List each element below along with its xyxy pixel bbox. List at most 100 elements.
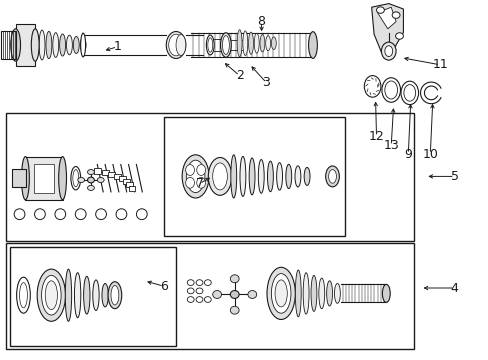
Ellipse shape (11, 29, 20, 61)
Ellipse shape (186, 160, 204, 193)
Ellipse shape (83, 276, 90, 314)
Text: 6: 6 (160, 280, 167, 293)
Text: 2: 2 (235, 69, 243, 82)
Bar (114, 174, 121, 179)
Ellipse shape (206, 35, 214, 55)
Ellipse shape (381, 78, 400, 102)
Ellipse shape (75, 209, 86, 220)
Ellipse shape (310, 275, 316, 311)
Ellipse shape (230, 155, 236, 198)
Ellipse shape (166, 31, 185, 58)
Text: 12: 12 (368, 130, 384, 143)
Ellipse shape (212, 291, 221, 298)
Ellipse shape (71, 166, 81, 190)
Ellipse shape (111, 285, 119, 305)
Bar (34, 164, 54, 193)
Ellipse shape (254, 33, 259, 53)
Ellipse shape (403, 85, 415, 101)
Ellipse shape (207, 38, 212, 52)
Ellipse shape (187, 297, 194, 302)
Ellipse shape (271, 274, 290, 313)
Text: 7: 7 (195, 177, 203, 190)
Ellipse shape (400, 81, 418, 104)
Ellipse shape (247, 291, 256, 298)
Ellipse shape (318, 278, 324, 309)
Ellipse shape (20, 283, 27, 308)
Ellipse shape (364, 76, 380, 97)
Bar (163, 117, 344, 236)
Ellipse shape (39, 30, 45, 60)
Text: 4: 4 (450, 282, 458, 294)
Ellipse shape (66, 35, 72, 55)
Bar (1, 31, 16, 59)
Ellipse shape (376, 7, 384, 13)
Ellipse shape (230, 306, 239, 314)
Ellipse shape (96, 209, 106, 220)
Ellipse shape (230, 291, 239, 298)
Ellipse shape (73, 170, 79, 187)
Ellipse shape (243, 31, 247, 55)
Ellipse shape (53, 33, 59, 57)
Ellipse shape (222, 36, 229, 54)
Ellipse shape (185, 177, 194, 188)
Text: 10: 10 (422, 148, 437, 161)
Ellipse shape (87, 185, 94, 190)
Ellipse shape (212, 163, 227, 190)
Ellipse shape (196, 280, 203, 285)
Text: 5: 5 (450, 170, 458, 183)
Ellipse shape (308, 32, 317, 58)
Ellipse shape (59, 157, 66, 200)
Bar (25, 157, 62, 200)
Bar (128, 186, 135, 191)
Ellipse shape (102, 284, 108, 307)
Ellipse shape (266, 267, 295, 320)
Ellipse shape (384, 46, 392, 57)
Ellipse shape (60, 34, 65, 56)
Bar (126, 182, 133, 187)
Text: 13: 13 (383, 139, 398, 152)
Ellipse shape (382, 284, 389, 302)
Text: 8: 8 (257, 15, 265, 28)
Ellipse shape (384, 81, 397, 99)
Ellipse shape (230, 275, 239, 283)
Ellipse shape (46, 31, 52, 59)
Ellipse shape (80, 38, 86, 52)
Ellipse shape (274, 280, 287, 307)
Ellipse shape (81, 33, 85, 57)
Bar (16, 24, 35, 66)
Bar (94, 168, 101, 174)
Ellipse shape (32, 29, 38, 61)
Bar (6, 113, 413, 241)
Ellipse shape (240, 156, 245, 197)
Ellipse shape (108, 282, 122, 309)
Ellipse shape (303, 273, 308, 314)
Ellipse shape (325, 166, 339, 187)
Ellipse shape (93, 280, 99, 310)
Ellipse shape (187, 280, 194, 285)
Bar (102, 170, 108, 175)
Ellipse shape (276, 163, 282, 190)
Ellipse shape (204, 280, 211, 285)
Ellipse shape (196, 297, 203, 302)
Ellipse shape (65, 269, 71, 321)
Ellipse shape (328, 170, 336, 183)
Ellipse shape (21, 157, 29, 200)
Ellipse shape (267, 161, 273, 192)
Ellipse shape (78, 177, 84, 183)
Ellipse shape (87, 177, 94, 183)
Ellipse shape (258, 159, 264, 193)
Ellipse shape (73, 36, 79, 54)
Ellipse shape (185, 165, 194, 175)
Bar (108, 172, 115, 177)
Ellipse shape (17, 277, 30, 313)
Ellipse shape (260, 35, 264, 52)
Ellipse shape (248, 32, 253, 54)
Ellipse shape (326, 281, 332, 306)
Ellipse shape (237, 30, 242, 57)
Ellipse shape (204, 297, 211, 302)
Ellipse shape (55, 209, 65, 220)
Ellipse shape (208, 158, 231, 195)
Ellipse shape (294, 166, 300, 187)
Ellipse shape (14, 209, 25, 220)
Ellipse shape (196, 165, 205, 175)
